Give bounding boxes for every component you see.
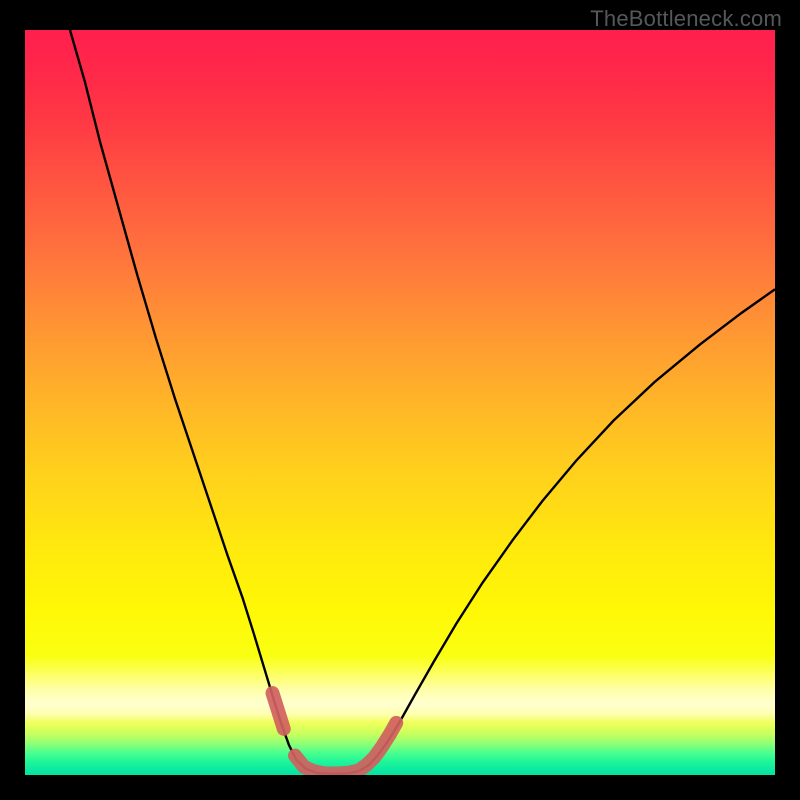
- watermark-text: TheBottleneck.com: [590, 6, 782, 32]
- gradient-background: [25, 30, 775, 775]
- chart-frame: TheBottleneck.com: [0, 0, 800, 800]
- plot-area: [25, 30, 775, 775]
